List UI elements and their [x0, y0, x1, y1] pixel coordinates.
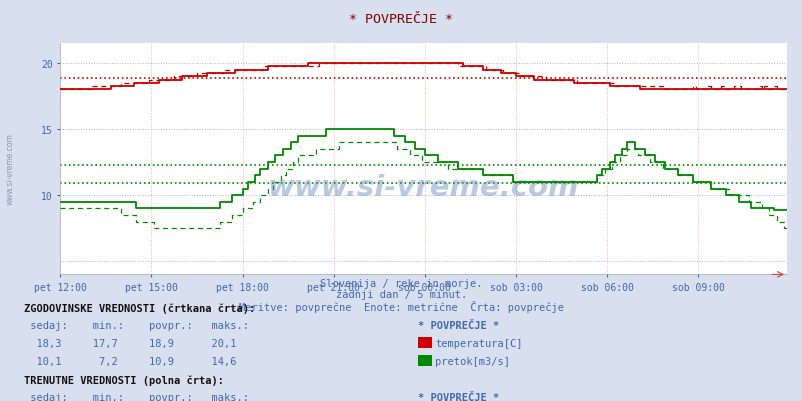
- Text: sedaj:    min.:    povpr.:   maks.:: sedaj: min.: povpr.: maks.:: [24, 320, 249, 330]
- Text: * POVPREČJE *: * POVPREČJE *: [417, 320, 498, 330]
- Text: TRENUTNE VREDNOSTI (polna črta):: TRENUTNE VREDNOSTI (polna črta):: [24, 374, 224, 385]
- Text: temperatura[C]: temperatura[C]: [435, 338, 522, 348]
- Text: zadnji dan / 5 minut.: zadnji dan / 5 minut.: [335, 290, 467, 300]
- Text: * POVPREČJE *: * POVPREČJE *: [417, 393, 498, 401]
- Text: ZGODOVINSKE VREDNOSTI (črtkana črta):: ZGODOVINSKE VREDNOSTI (črtkana črta):: [24, 302, 255, 313]
- Text: pretok[m3/s]: pretok[m3/s]: [435, 356, 509, 366]
- Text: 10,1      7,2     10,9      14,6: 10,1 7,2 10,9 14,6: [24, 356, 237, 366]
- Text: Slovenija / reke in morje.: Slovenija / reke in morje.: [320, 279, 482, 289]
- Text: 18,3     17,7     18,9      20,1: 18,3 17,7 18,9 20,1: [24, 338, 237, 348]
- Text: www.si-vreme.com: www.si-vreme.com: [268, 173, 578, 201]
- Text: Meritve: povprečne  Enote: metrične  Črta: povprečje: Meritve: povprečne Enote: metrične Črta:…: [239, 300, 563, 312]
- Text: www.si-vreme.com: www.si-vreme.com: [6, 133, 15, 204]
- Text: sedaj:    min.:    povpr.:   maks.:: sedaj: min.: povpr.: maks.:: [24, 393, 249, 401]
- Text: * POVPREČJE *: * POVPREČJE *: [349, 13, 453, 26]
